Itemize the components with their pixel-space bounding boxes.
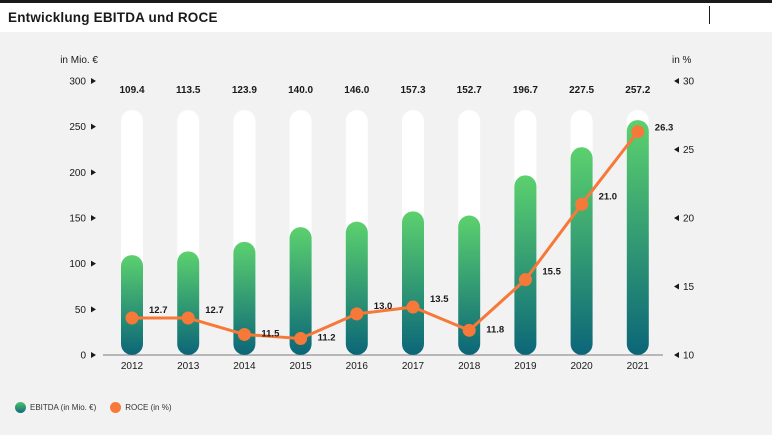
roce-value-label-2018: 11.8 xyxy=(486,324,504,335)
legend: EBITDA (in Mio. €) ROCE (in %) xyxy=(15,402,185,413)
ebitda-bar-2019 xyxy=(514,175,537,355)
ebitda-bar-2018 xyxy=(458,215,481,355)
right-tick-marker-30 xyxy=(674,78,679,84)
left-tick-marker-250 xyxy=(91,123,96,130)
roce-point-2019 xyxy=(518,273,532,287)
x-tick-label-2020: 2020 xyxy=(570,361,593,372)
right-tick-marker-15 xyxy=(674,283,679,290)
left-axis-title: in Mio. € xyxy=(60,55,98,66)
ebitda-value-label-2021: 257.2 xyxy=(625,85,650,96)
right-tick-marker-20 xyxy=(674,215,679,221)
ebitda-legend-marker xyxy=(15,402,26,413)
x-tick-label-2018: 2018 xyxy=(458,361,481,372)
roce-value-label-2017: 13.5 xyxy=(430,294,449,305)
left-tick-label-200: 200 xyxy=(69,168,86,179)
roce-value-label-2021: 26.3 xyxy=(655,123,674,134)
right-tick-marker-10 xyxy=(674,352,679,358)
left-tick-marker-150 xyxy=(91,215,96,221)
x-tick-label-2017: 2017 xyxy=(402,361,425,372)
left-tick-marker-100 xyxy=(91,260,96,267)
legend-item-ebitda: EBITDA (in Mio. €) xyxy=(15,402,96,413)
right-tick-label-15: 15 xyxy=(683,282,695,293)
roce-value-label-2014: 11.5 xyxy=(261,328,280,339)
roce-point-2018 xyxy=(462,323,476,337)
roce-value-label-2013: 12.7 xyxy=(205,305,224,316)
ebitda-value-label-2018: 152.7 xyxy=(457,85,482,96)
ebitda-bar-2020 xyxy=(570,147,593,355)
roce-legend-marker xyxy=(110,402,122,413)
ebitda-value-label-2020: 227.5 xyxy=(569,85,594,96)
left-tick-marker-50 xyxy=(91,306,96,313)
legend-label-ebitda: EBITDA (in Mio. €) xyxy=(30,403,97,412)
ebitda-bar-2021 xyxy=(626,120,649,355)
x-tick-label-2021: 2021 xyxy=(627,361,650,372)
top-rule xyxy=(0,0,772,3)
left-tick-label-250: 250 xyxy=(69,122,86,133)
left-tick-label-300: 300 xyxy=(69,77,86,88)
x-tick-label-2015: 2015 xyxy=(289,361,312,372)
ebitda-bar-2012 xyxy=(121,255,143,355)
left-tick-label-150: 150 xyxy=(69,214,86,225)
right-tick-label-10: 10 xyxy=(683,351,695,362)
title-divider xyxy=(709,6,710,24)
ebitda-bar-2016 xyxy=(345,221,368,355)
ebitda-bar-2015 xyxy=(289,227,312,355)
roce-point-2017 xyxy=(406,300,420,314)
left-tick-marker-200 xyxy=(91,169,96,176)
ebitda-value-label-2014: 123.9 xyxy=(232,85,257,96)
roce-point-2014 xyxy=(237,327,251,341)
x-tick-label-2016: 2016 xyxy=(346,361,369,372)
roce-value-label-2020: 21.0 xyxy=(599,191,618,202)
roce-point-2016 xyxy=(350,307,364,321)
right-tick-label-20: 20 xyxy=(683,214,695,225)
roce-value-label-2019: 15.5 xyxy=(542,267,561,278)
left-tick-label-100: 100 xyxy=(69,259,86,270)
roce-value-label-2012: 12.7 xyxy=(149,305,168,316)
right-tick-label-30: 30 xyxy=(683,77,695,88)
right-tick-marker-25 xyxy=(674,146,679,153)
roce-line xyxy=(130,130,640,341)
x-tick-label-2019: 2019 xyxy=(514,361,537,372)
roce-value-label-2016: 13.0 xyxy=(374,301,393,312)
left-tick-marker-0 xyxy=(91,352,96,358)
right-axis-title: in % xyxy=(672,55,692,66)
ebitda-value-label-2019: 196.7 xyxy=(513,85,538,96)
roce-point-2020 xyxy=(575,197,589,211)
x-tick-label-2012: 2012 xyxy=(121,361,144,372)
x-tick-label-2013: 2013 xyxy=(177,361,200,372)
left-tick-label-50: 50 xyxy=(75,305,87,316)
ebitda-value-label-2016: 146.0 xyxy=(344,85,369,96)
roce-point-2015 xyxy=(294,332,308,346)
legend-item-roce: ROCE (in %) xyxy=(110,402,171,413)
ebitda-value-label-2013: 113.5 xyxy=(176,85,201,96)
roce-value-label-2015: 11.2 xyxy=(318,333,336,344)
ebitda-bar-2013 xyxy=(177,251,200,355)
ebitda-value-label-2015: 140.0 xyxy=(288,85,313,96)
ebitda-value-label-2012: 109.4 xyxy=(119,85,144,96)
left-tick-label-0: 0 xyxy=(80,351,86,362)
roce-point-2021 xyxy=(631,125,645,139)
x-tick-label-2014: 2014 xyxy=(233,361,256,372)
left-tick-marker-300 xyxy=(91,78,96,84)
legend-label-roce: ROCE (in %) xyxy=(125,403,172,412)
chart-title: Entwicklung EBITDA und ROCE xyxy=(8,10,218,25)
roce-point-2013 xyxy=(181,311,195,325)
roce-point-2012 xyxy=(125,311,139,325)
ebitda-value-label-2017: 157.3 xyxy=(400,85,425,96)
right-tick-label-25: 25 xyxy=(683,145,695,156)
ebitda-bar-2014 xyxy=(233,241,256,355)
ebitda-bar-2017 xyxy=(402,211,424,355)
